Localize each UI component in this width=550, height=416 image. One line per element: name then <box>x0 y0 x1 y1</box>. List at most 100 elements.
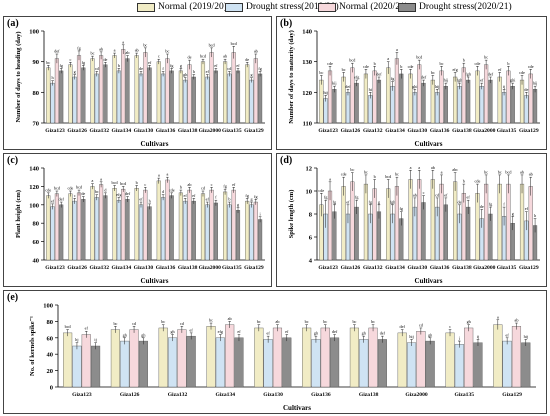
bar <box>81 199 86 261</box>
legend-label: Normal (2019/20) <box>158 2 227 12</box>
bar <box>319 79 324 124</box>
bar <box>341 186 346 261</box>
panel-a-days-to-heading: (a) 70 80 90 100 Number of days to heading (d… <box>3 16 272 150</box>
bar <box>177 329 187 388</box>
bar-chart-svg: 0 20 40 60 80 100 No. of kernels spike⁻¹ Cultiv… <box>29 303 536 412</box>
x-tick-label: Giza126 <box>67 128 87 134</box>
significance-letter: f <box>215 195 217 200</box>
significance-letter: bc <box>431 70 435 75</box>
significance-letter: gh <box>141 332 146 337</box>
panel-label: (a) <box>7 18 19 29</box>
bar <box>103 64 108 124</box>
significance-letter: ab <box>431 165 435 170</box>
x-axis-label: Cultivars <box>415 140 443 148</box>
significance-letter: ab <box>275 319 279 324</box>
panel-b-days-to-maturity: (b) 110 120 130 140 Number of days to maturit… <box>276 16 547 150</box>
significance-letter: bc <box>350 167 354 172</box>
significance-letter: efg <box>218 329 224 334</box>
significance-letter: cde <box>327 61 333 66</box>
significance-letter: a <box>100 176 102 181</box>
bar <box>453 76 458 124</box>
bar <box>138 340 148 388</box>
bar <box>421 202 426 261</box>
bar-chart-svg: 110 120 130 140 Number of days to maturity (… <box>288 29 540 148</box>
significance-letter: ef <box>236 63 240 68</box>
y-tick-label: 90 <box>33 59 40 66</box>
significance-letter: bc <box>484 55 488 60</box>
significance-letter: bcd <box>54 186 61 191</box>
x-axis-label: Cultivars <box>283 404 311 412</box>
bar <box>519 79 525 124</box>
bar <box>103 195 108 261</box>
significance-letter: de <box>457 199 461 204</box>
significance-letter: fg <box>333 199 337 204</box>
x-tick-label: Giza136 <box>430 128 450 134</box>
legend-item-1: Drought stress(2019/20) <box>225 1 339 13</box>
bar <box>416 331 426 388</box>
x-tick-label: Giza138 <box>359 392 379 398</box>
legend-swatch <box>137 2 155 12</box>
x-tick-label: Giza135 <box>497 265 517 271</box>
legend-label: Drought stress(2019/20) <box>246 2 339 12</box>
bar <box>320 327 330 388</box>
significance-letter: bc <box>498 169 502 174</box>
significance-letter: ef <box>467 195 471 200</box>
significance-letter: j <box>458 336 460 341</box>
bar <box>430 179 435 261</box>
significance-letter: fgh <box>390 199 396 204</box>
bar <box>54 193 59 261</box>
significance-letter: ef <box>506 332 510 337</box>
bar <box>99 184 104 261</box>
significance-letter: bc <box>95 189 99 194</box>
significance-letter: fg <box>258 66 262 71</box>
significance-letter: cde <box>341 172 347 177</box>
y-tick-label: 120 <box>29 184 39 191</box>
significance-letter: hij <box>444 78 448 83</box>
y-axis-label: Number of days to maturity (day) <box>288 30 295 124</box>
y-tick-label: 80 <box>47 319 54 326</box>
x-tick-label: Giza132 <box>363 128 383 134</box>
x-tick-label: Giza123 <box>72 392 92 398</box>
bar <box>412 92 417 124</box>
y-tick-label: 100 <box>43 303 53 310</box>
x-tick-label: Giza129 <box>244 265 264 271</box>
bar <box>528 186 533 261</box>
significance-letter: fg <box>254 194 258 199</box>
bar <box>76 55 82 124</box>
significance-letter: b <box>118 63 120 68</box>
significance-letter: a <box>497 314 499 319</box>
significance-letter: ef <box>139 197 143 202</box>
bar <box>466 79 471 124</box>
significance-letter: bcd <box>385 174 392 179</box>
bar <box>213 202 218 261</box>
significance-letter: g <box>237 202 240 207</box>
significance-letter: ab <box>223 54 227 59</box>
significance-letter: a <box>114 48 116 53</box>
x-tick-label: Giza132 <box>363 265 383 271</box>
x-tick-label: Giza138 <box>178 265 198 271</box>
significance-letter: gh <box>314 331 319 336</box>
significance-letter: fg <box>245 193 249 198</box>
bar <box>116 70 121 124</box>
significance-letter: bcd <box>65 324 72 329</box>
bar <box>178 192 183 261</box>
significance-letter: bcd <box>349 58 356 63</box>
significance-letter: gh <box>428 332 433 337</box>
x-tick-label: Giza135 <box>497 128 517 134</box>
significance-letter: ef <box>85 326 89 331</box>
bar <box>187 64 192 124</box>
y-tick-label: 80 <box>33 221 40 228</box>
bar <box>134 188 139 261</box>
bar <box>397 332 407 388</box>
significance-letter: d <box>104 187 107 192</box>
significance-letter: efg <box>354 75 360 80</box>
significance-letter: a <box>158 173 160 178</box>
significance-letter: c <box>69 57 71 62</box>
significance-letter: ef <box>184 193 188 198</box>
x-tick-label: Giza129 <box>244 128 264 134</box>
bar <box>466 206 471 261</box>
x-tick-label: Giza134 <box>385 265 405 271</box>
y-tick-label: 110 <box>303 121 312 128</box>
x-tick-label: Giza126 <box>341 128 361 134</box>
y-tick-label: 8 <box>309 212 313 219</box>
